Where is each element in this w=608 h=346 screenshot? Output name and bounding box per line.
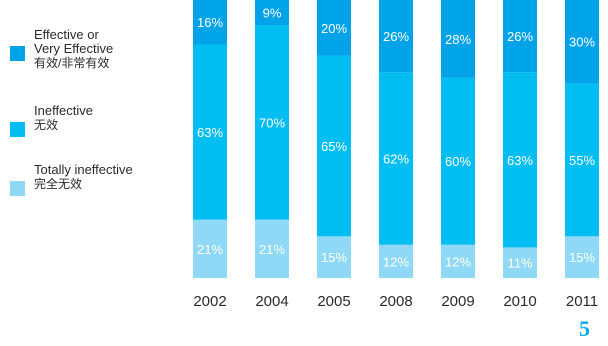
x-tick-label-2008: 2008 [379,293,412,310]
bar-segment-2010-s2 [503,0,537,73]
data-label-2009-s2: 28% [445,32,471,47]
legend-item-ineffective: Ineffective 无效 [10,104,93,137]
legend-label-ineffective-cn: 无效 [34,118,59,132]
legend: Effective or Very Effective 有效/非常有效 Inef… [10,0,180,346]
x-tick-label-2002: 2002 [193,293,226,310]
legend-item-totally-ineffective: Totally ineffective 完全无效 [10,163,133,196]
x-tick-label-2011: 2011 [566,293,598,310]
bar-segment-2005-s1 [317,55,351,237]
data-label-2011-s1: 55% [569,153,595,168]
legend-item-effective: Effective or Very Effective 有效/非常有效 [10,28,113,71]
data-label-2011-s0: 15% [569,250,595,265]
bar-segment-2009-s0 [441,244,475,278]
bar-segment-2009-s1 [441,77,475,245]
bar-segment-2005-s0 [317,236,351,278]
bar-segment-2011-s2 [565,0,599,84]
data-label-2002-s0: 21% [197,242,223,257]
bar-segment-2004-s2 [255,0,289,26]
legend-label-ineffective-en: Ineffective [34,103,94,118]
bar-segment-2002-s0 [193,219,227,278]
data-label-2009-s0: 12% [445,254,471,269]
bar-segment-2004-s1 [255,25,289,220]
legend-swatch-totally-ineffective [10,181,25,196]
bar-segment-2009-s2 [441,0,475,78]
x-tick-label-2009: 2009 [441,293,474,310]
bar-segment-2010-s0 [503,247,537,278]
data-label-2004-s1: 70% [259,115,285,130]
page-number: 5 [579,316,590,341]
data-label-2010-s2: 26% [507,29,533,44]
legend-swatch-effective [10,46,25,61]
data-label-2004-s2: 9% [263,6,282,21]
legend-label-totally-ineffective-cn: 完全无效 [34,177,83,191]
legend-swatch-ineffective [10,122,25,137]
data-label-2004-s0: 21% [259,242,285,257]
data-label-2010-s0: 11% [507,256,532,271]
bar-segment-2004-s0 [255,219,289,278]
data-label-2008-s0: 12% [383,254,409,269]
bar-segment-2008-s2 [379,0,413,73]
legend-label-totally-ineffective-en: Totally ineffective [34,162,133,177]
data-label-2002-s2: 16% [197,15,223,30]
bar-segment-2008-s0 [379,244,413,278]
legend-label-effective-cn: 有效/非常有效 [34,56,110,70]
bar-segment-2002-s1 [193,44,227,220]
data-label-2008-s1: 62% [383,151,409,166]
bar-segment-2011-s1 [565,83,599,237]
data-label-2011-s2: 30% [569,35,595,50]
bar-segment-2010-s1 [503,72,537,248]
bar-segment-2008-s1 [379,72,413,245]
data-label-2005-s0: 15% [321,250,347,265]
data-label-2002-s1: 63% [197,125,223,140]
data-label-2005-s2: 20% [321,21,347,36]
x-tick-label-2010: 2010 [503,293,536,310]
legend-label-effective-en: Effective or Very Effective [34,27,114,56]
bar-segment-2005-s2 [317,0,351,56]
data-label-2005-s1: 65% [321,139,347,154]
x-tick-label-2004: 2004 [255,293,288,310]
data-label-2008-s2: 26% [383,29,409,44]
data-label-2010-s1: 63% [507,153,533,168]
data-label-2009-s1: 60% [445,154,471,169]
bar-segment-2002-s2 [193,0,227,45]
x-tick-label-2005: 2005 [317,293,350,310]
bar-segment-2011-s0 [565,236,599,278]
